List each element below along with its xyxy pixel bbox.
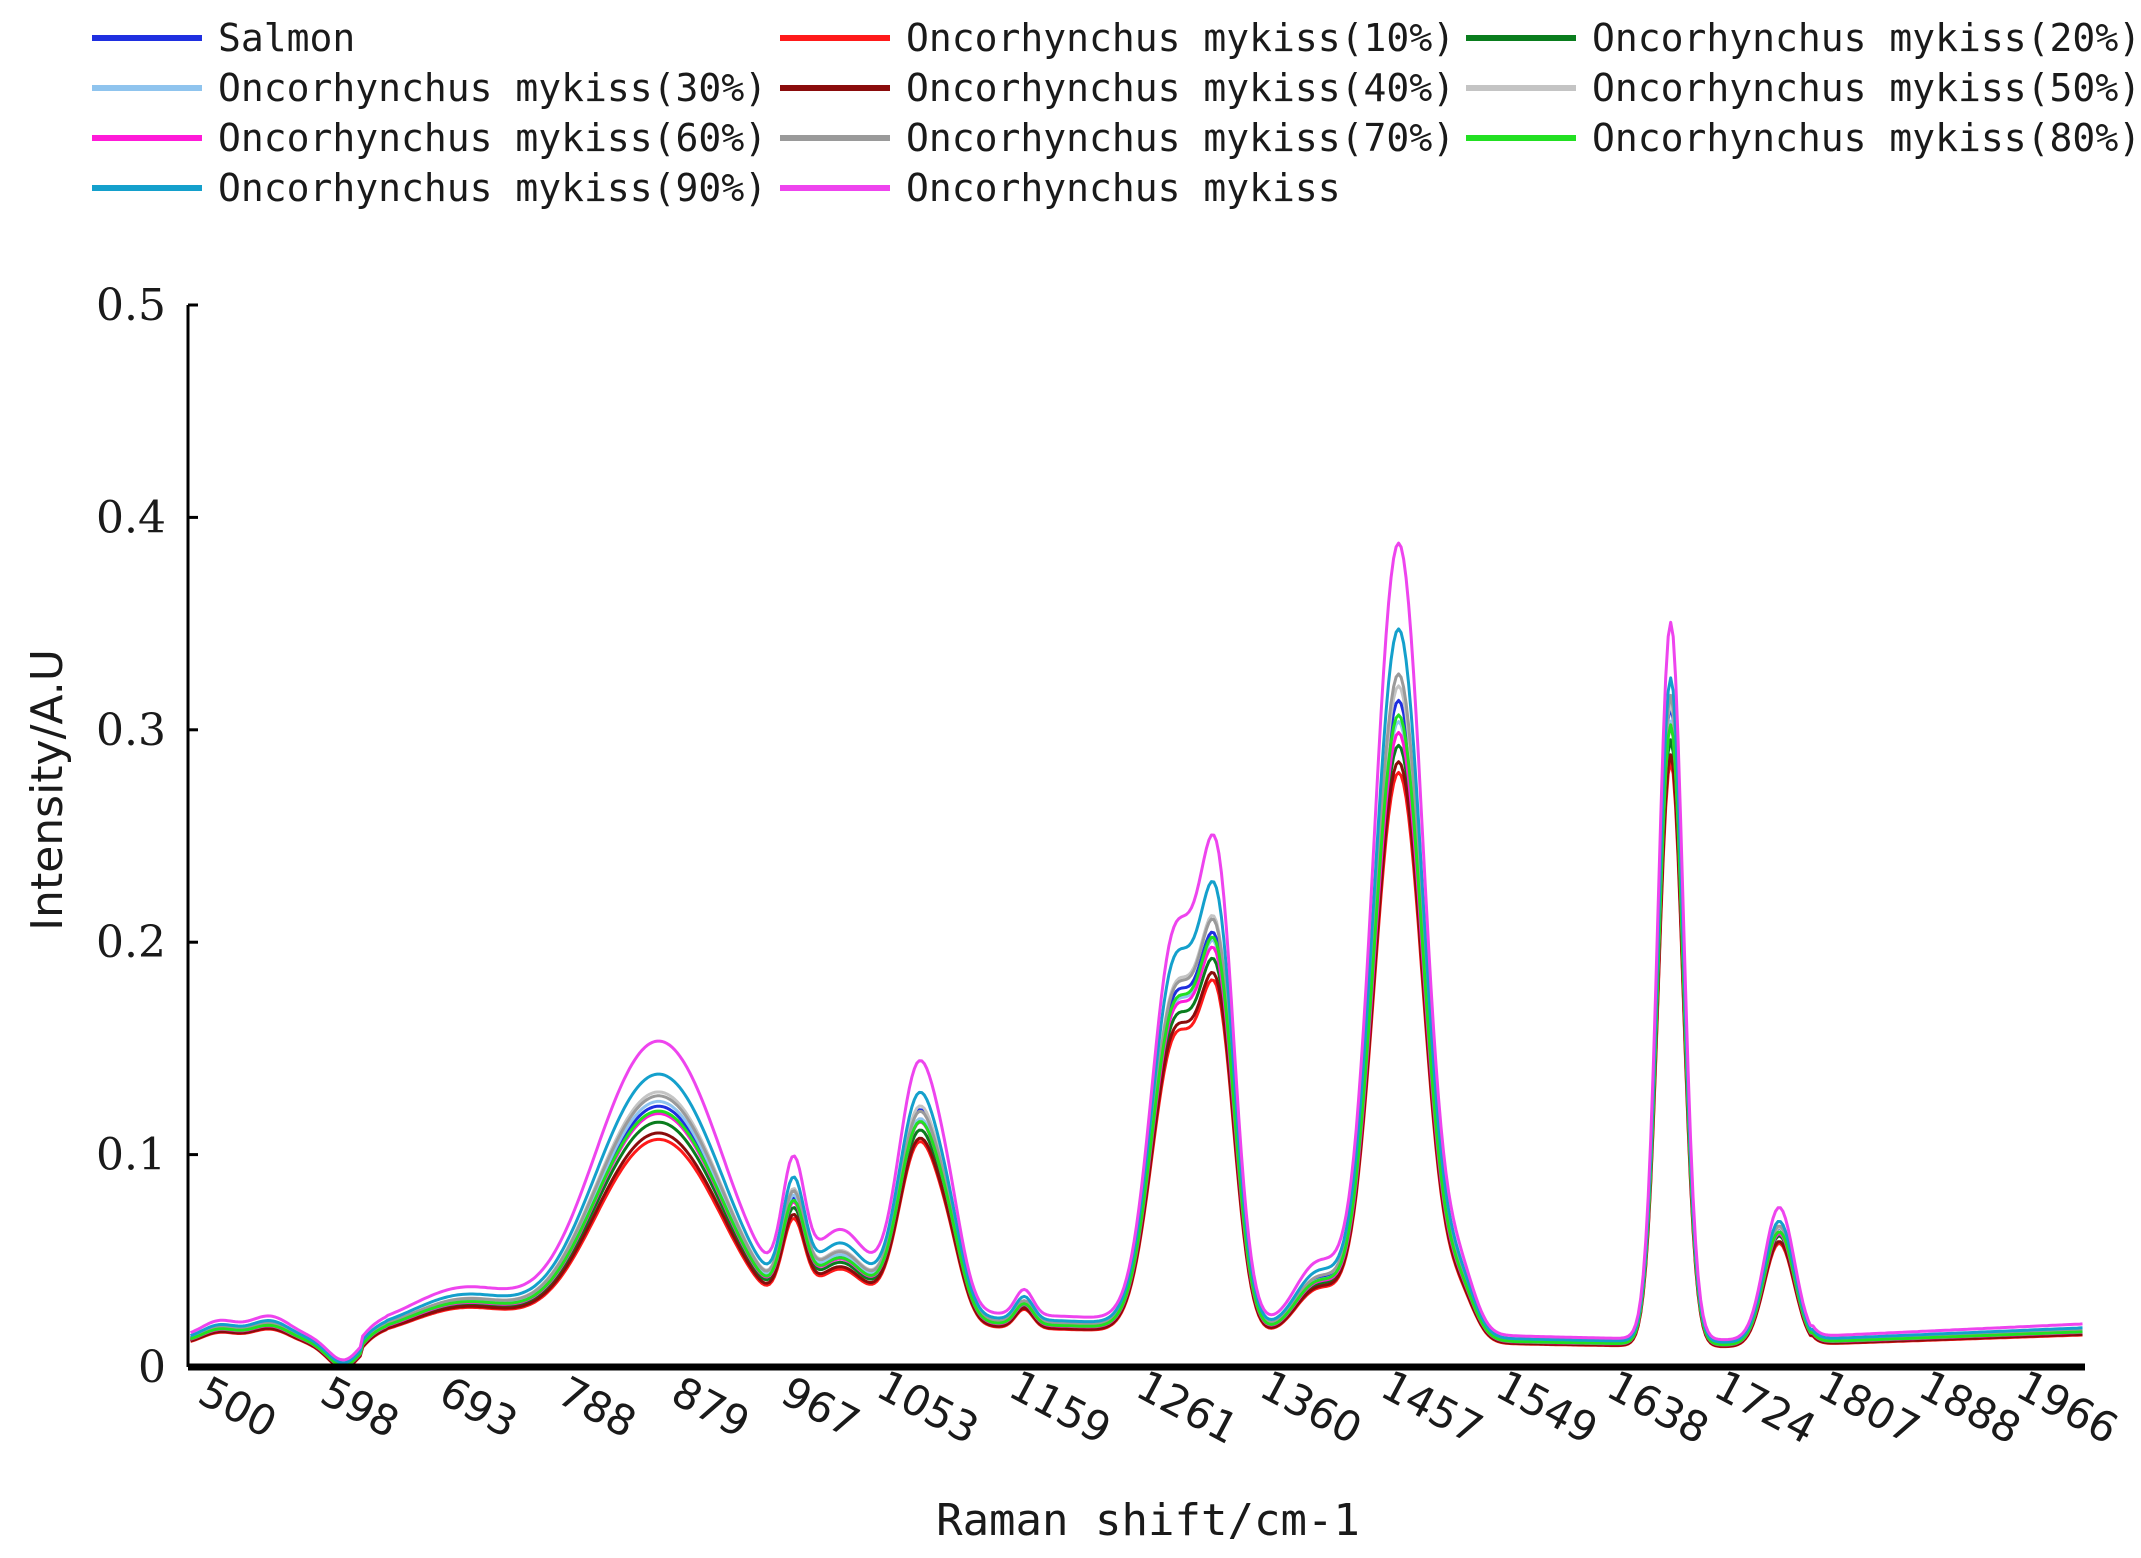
legend-label: Oncorhynchus mykiss(60%) — [218, 116, 767, 160]
legend-item: Oncorhynchus mykiss(90%) — [92, 166, 767, 210]
x-tick-label: 967 — [774, 1367, 868, 1448]
series-line — [190, 723, 2083, 1368]
y-axis-ticks: 0 0.1 0.2 0.3 0.4 0.5 — [96, 280, 198, 1393]
series-lines — [189, 541, 2083, 1369]
y-tick-label: 0.4 — [96, 492, 166, 543]
legend-item: Oncorhynchus mykiss(40%) — [780, 66, 1455, 110]
series-line — [189, 541, 2083, 1362]
x-tick-label: 788 — [550, 1367, 644, 1448]
series-line — [190, 713, 2083, 1368]
x-tick-label: 1638 — [1599, 1360, 1716, 1453]
y-tick-label: 0.1 — [96, 1130, 166, 1181]
x-tick-label: 500 — [191, 1367, 285, 1448]
legend-label: Salmon — [218, 16, 355, 60]
x-tick-label: 1360 — [1252, 1360, 1369, 1453]
x-axis-ticks: 500 598 693 788 879 967 1053 1159 1261 1360 145715… — [191, 1360, 2126, 1453]
y-tick-label: 0.2 — [96, 917, 166, 968]
legend-item: Oncorhynchus mykiss — [780, 166, 1341, 210]
series-line — [190, 753, 2083, 1369]
legend-label: Oncorhynchus mykiss(40%) — [906, 66, 1455, 110]
legend-label: Oncorhynchus mykiss(30%) — [218, 66, 767, 110]
series-line — [189, 627, 2083, 1365]
x-tick-label: 693 — [432, 1367, 526, 1448]
legend-item: Oncorhynchus mykiss(10%) — [780, 16, 1455, 60]
x-tick-label: 1724 — [1707, 1360, 1824, 1453]
series-line — [189, 719, 2083, 1368]
legend-item: Oncorhynchus mykiss(60%) — [92, 116, 767, 160]
x-tick-label: 1966 — [2009, 1360, 2126, 1453]
x-tick-label: 1549 — [1488, 1360, 1605, 1453]
x-tick-label: 1159 — [1002, 1360, 1119, 1453]
x-tick-label: 1261 — [1129, 1360, 1246, 1453]
x-tick-label: 1053 — [869, 1360, 986, 1453]
legend-label: Oncorhynchus mykiss(80%) — [1592, 116, 2141, 160]
legend-label: Oncorhynchus mykiss — [906, 166, 1341, 210]
legend-item: Oncorhynchus mykiss(20%) — [1466, 16, 2141, 60]
legend-label: Oncorhynchus mykiss(20%) — [1592, 16, 2141, 60]
x-tick-label: 1807 — [1810, 1360, 1927, 1453]
legend-label: Oncorhynchus mykiss(70%) — [906, 116, 1455, 160]
legend-item: Oncorhynchus mykiss(70%) — [780, 116, 1455, 160]
legend-item: Oncorhynchus mykiss(50%) — [1466, 66, 2141, 110]
legend-label: Oncorhynchus mykiss(50%) — [1592, 66, 2141, 110]
y-tick-label: 0 — [138, 1342, 166, 1393]
series-line — [190, 738, 2083, 1369]
x-tick-label: 1888 — [1911, 1360, 2028, 1453]
y-tick-label: 0.5 — [96, 280, 166, 331]
legend-item: Oncorhynchus mykiss(30%) — [92, 66, 767, 110]
legend-label: Oncorhynchus mykiss(10%) — [906, 16, 1455, 60]
chart-legend: Salmon Oncorhynchus mykiss(10%) Oncorhynch… — [92, 16, 2141, 210]
x-tick-label: 598 — [313, 1367, 407, 1448]
legend-item: Salmon — [92, 16, 355, 60]
x-axis-title: Raman shift/cm-1 — [936, 1495, 1360, 1546]
legend-item: Oncorhynchus mykiss(80%) — [1466, 116, 2141, 160]
x-tick-label: 879 — [664, 1367, 758, 1448]
y-tick-label: 0.3 — [96, 705, 166, 756]
legend-label: Oncorhynchus mykiss(90%) — [218, 166, 767, 210]
x-tick-label: 1457 — [1373, 1360, 1490, 1453]
y-axis-title: Intensity/A.U — [22, 649, 73, 931]
